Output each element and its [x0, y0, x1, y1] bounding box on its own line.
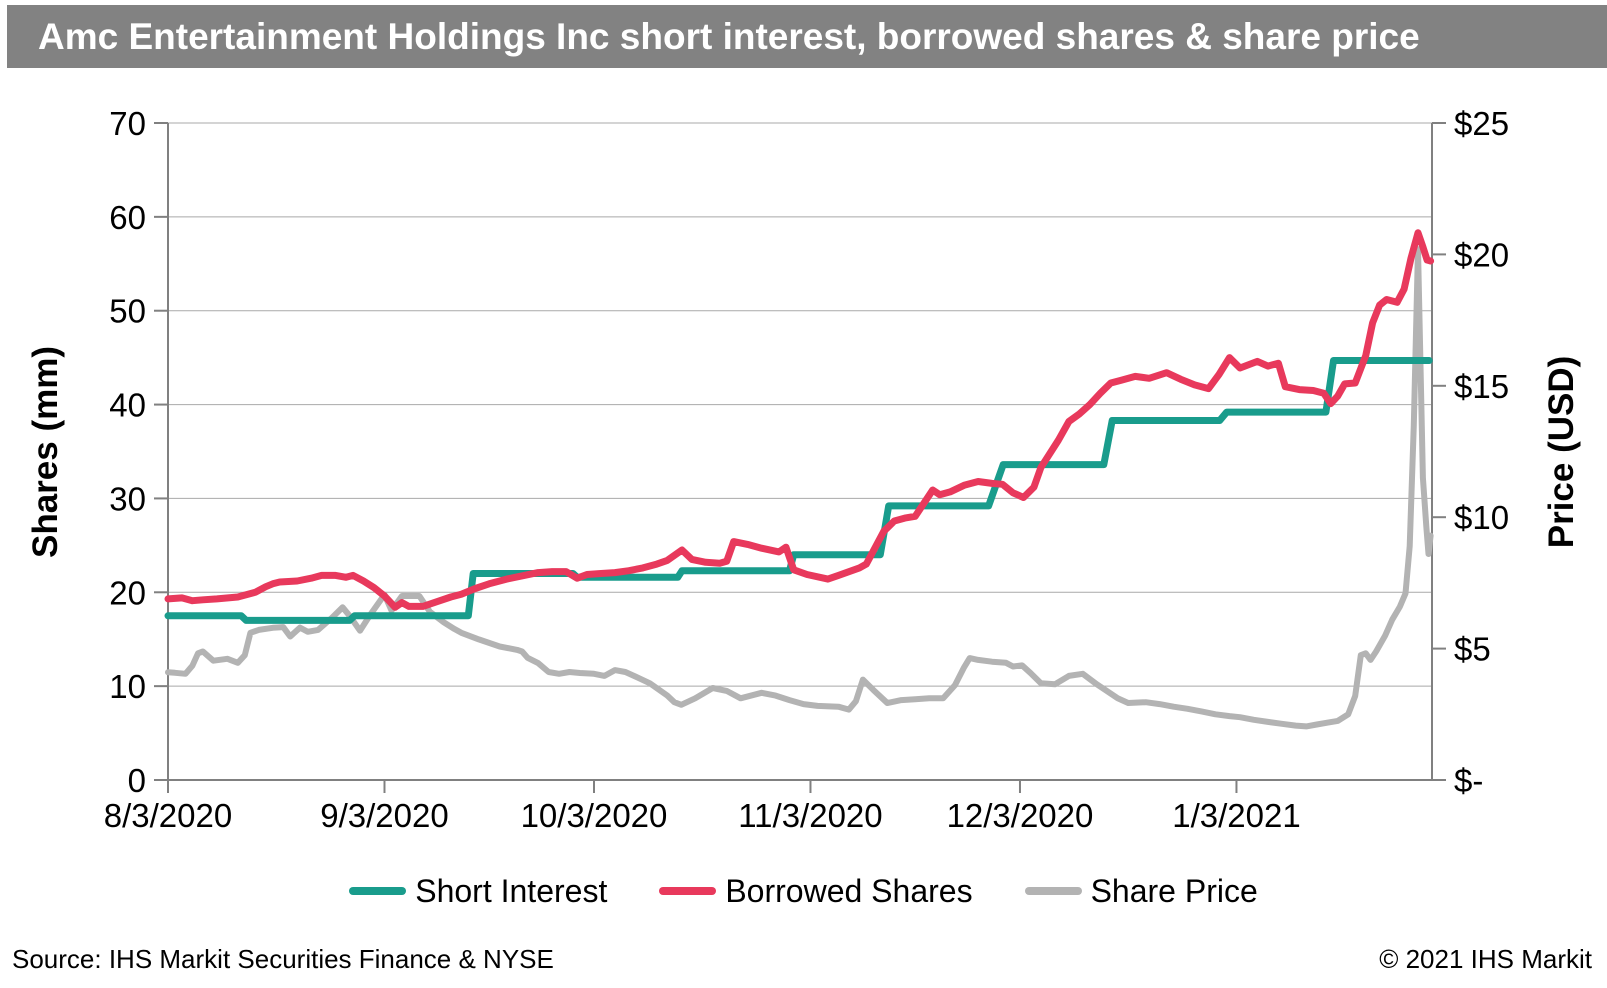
x-tick-label: 1/3/2021 — [1172, 797, 1300, 834]
x-tick-label: 8/3/2020 — [104, 797, 232, 834]
legend-label: Short Interest — [415, 872, 608, 909]
left-tick-label: 30 — [109, 480, 146, 517]
left-tick-label: 20 — [109, 574, 146, 611]
legend-item-borrowed-shares: Borrowed Shares — [659, 872, 973, 910]
right-tick-label: $5 — [1454, 631, 1491, 668]
x-tick-label: 12/3/2020 — [947, 797, 1094, 834]
left-tick-label: 50 — [109, 293, 146, 330]
left-tick-label: 40 — [109, 387, 146, 424]
copyright-note: © 2021 IHS Markit — [1379, 944, 1592, 974]
right-tick-label: $25 — [1454, 105, 1509, 142]
left-tick-label: 60 — [109, 199, 146, 236]
share-price-line-swatch — [1024, 887, 1082, 895]
left-tick-label: 70 — [109, 105, 146, 142]
right-axis-title: Price (USD) — [1542, 355, 1581, 549]
source-note: Source: IHS Markit Securities Finance & … — [12, 944, 554, 974]
chart-title-bar: Amc Entertainment Holdings Inc short int… — [7, 5, 1607, 68]
chart-legend: Short Interest Borrowed Shares Share Pri… — [0, 866, 1607, 916]
borrowed-shares-line-swatch — [659, 887, 717, 895]
legend-label: Share Price — [1090, 872, 1258, 909]
left-tick-label: 10 — [109, 668, 146, 705]
right-tick-label: $- — [1454, 762, 1483, 799]
left-tick-label: 0 — [128, 762, 146, 799]
left-axis-title: Shares (mm) — [26, 345, 65, 559]
right-tick-label: $20 — [1454, 236, 1509, 273]
right-tick-label: $15 — [1454, 368, 1509, 405]
legend-item-share-price: Share Price — [1024, 872, 1258, 910]
x-tick-label: 9/3/2020 — [320, 797, 448, 834]
legend-label: Borrowed Shares — [725, 872, 973, 909]
short-interest-line-swatch — [349, 887, 407, 895]
share-price-line — [165, 246, 1434, 730]
x-tick-label: 11/3/2020 — [738, 797, 882, 834]
page-title: Amc Entertainment Holdings Inc short int… — [38, 15, 1420, 57]
legend-item-short-interest: Short Interest — [349, 873, 607, 910]
right-tick-label: $10 — [1454, 499, 1509, 536]
borrowed-shares-line — [164, 229, 1435, 611]
x-tick-label: 10/3/2020 — [521, 797, 668, 834]
